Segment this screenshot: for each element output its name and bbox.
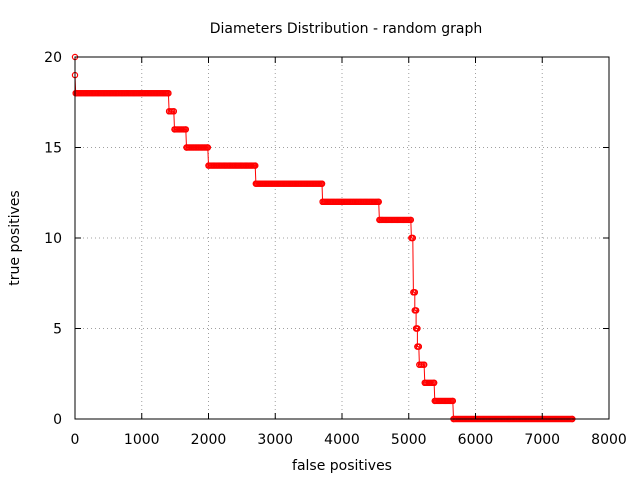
data-point	[420, 361, 428, 368]
data-point	[319, 198, 326, 205]
data-point	[414, 325, 421, 332]
data-point	[412, 307, 420, 314]
data-point	[252, 180, 260, 187]
y-tick-label: 15	[44, 141, 62, 157]
y-axis-title: true positives	[7, 190, 23, 285]
x-tick-label: 4000	[324, 432, 360, 448]
data-point	[205, 162, 212, 169]
data-point	[411, 289, 418, 296]
data-point	[407, 216, 414, 224]
x-tick-label: 0	[71, 432, 80, 448]
data-point	[251, 162, 259, 169]
data-point	[375, 198, 382, 205]
ticks: 0 1000 2000 3000 4000 5000 6000 7000 8000 0 5 10 15 2…	[44, 50, 627, 448]
x-tick-label: 5000	[391, 432, 427, 448]
x-tick-label: 3000	[257, 432, 293, 448]
y-tick-label: 5	[53, 322, 62, 338]
data-point	[431, 397, 438, 405]
x-tick-label: 2000	[191, 432, 227, 448]
x-axis-title: false positives	[292, 458, 392, 474]
data-point	[165, 89, 172, 97]
x-tick-label: 7000	[524, 432, 560, 448]
chart-title: Diameters Distribution - random graph	[210, 21, 482, 37]
y-tick-label: 20	[44, 50, 62, 66]
data-point	[415, 343, 422, 350]
data-point	[183, 144, 190, 151]
y-tick-label: 0	[53, 412, 62, 428]
y-tick-label: 10	[44, 231, 62, 247]
data-point	[449, 397, 456, 405]
data-point	[318, 180, 326, 187]
x-tick-label: 8000	[591, 432, 627, 448]
data-point	[430, 379, 438, 386]
data-point	[421, 379, 428, 386]
data-point	[376, 216, 383, 224]
x-tick-label: 6000	[458, 432, 494, 448]
x-tick-label: 1000	[124, 432, 160, 448]
data-point	[170, 108, 177, 115]
data-point	[182, 126, 189, 133]
data-point	[171, 126, 178, 133]
data-point	[204, 144, 211, 151]
data-point	[72, 89, 79, 97]
data-point	[409, 234, 416, 242]
